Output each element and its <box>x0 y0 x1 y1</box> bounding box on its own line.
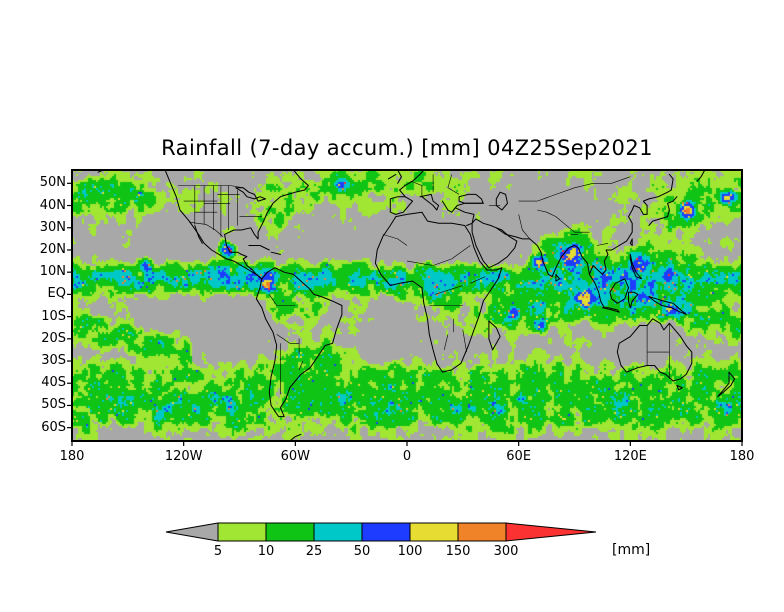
coastline <box>601 307 620 313</box>
country-border <box>406 260 434 266</box>
coastline <box>629 253 642 280</box>
country-border <box>434 285 463 295</box>
country-border <box>298 360 304 371</box>
lat-tick-label: 10S <box>41 308 66 324</box>
coastline <box>696 170 706 182</box>
country-border <box>462 329 467 353</box>
colorbar-tick-label: 100 <box>398 544 423 559</box>
lon-tick-label: 60E <box>506 449 532 464</box>
map-plot <box>67 169 743 446</box>
coastline <box>224 170 309 280</box>
coastline <box>248 245 270 251</box>
colorbar-segment <box>217 522 267 542</box>
lon-tick-label: 120E <box>613 449 647 464</box>
lon-tick-label: 120W <box>164 449 203 464</box>
colorbar-tick-label: 25 <box>306 544 323 559</box>
colorbar-arrow-below-min <box>165 522 219 542</box>
coastline <box>616 318 693 382</box>
colorbar-unit-label: [mm] <box>612 542 651 558</box>
coastline <box>289 433 302 441</box>
coastline <box>97 170 263 280</box>
coastline <box>628 291 639 309</box>
colorbar-scale: 5 10 25 50 100 150 300 <box>165 522 597 559</box>
colorbar-arrow-above-max <box>505 522 597 542</box>
coastline <box>555 273 561 282</box>
coastline <box>588 189 672 275</box>
colorbar-segment <box>265 522 315 542</box>
lon-tick-label: 60W <box>280 449 311 464</box>
lon-tick-label: 0 <box>402 449 412 464</box>
colorbar-segment <box>409 522 459 542</box>
country-border <box>382 234 408 246</box>
country-border <box>596 243 609 246</box>
country-border <box>470 276 486 284</box>
coastline <box>668 173 674 191</box>
coastline <box>235 187 267 202</box>
coastline <box>399 170 425 198</box>
coastline <box>495 227 605 309</box>
country-border <box>447 174 460 195</box>
colorbar-tick-label: 50 <box>354 544 371 559</box>
country-border <box>518 214 531 240</box>
country-border <box>230 185 244 189</box>
coastline <box>629 238 633 246</box>
country-border <box>269 294 296 306</box>
lat-tick-label: 20N <box>39 241 66 257</box>
coastlines-overlay <box>67 169 743 446</box>
coastline <box>488 320 501 351</box>
lat-tick-label: 60S <box>41 419 66 435</box>
coastline <box>458 193 484 204</box>
colorbar-tick-label: 5 <box>214 544 222 559</box>
coastline <box>454 207 475 226</box>
coastline <box>389 196 414 215</box>
coastline <box>495 191 508 211</box>
country-border <box>518 176 631 202</box>
colorbar-segment <box>457 522 507 542</box>
colorbar-tick-label: 150 <box>446 544 471 559</box>
coastline <box>648 296 687 315</box>
colorbar-tick-label: 10 <box>258 544 275 559</box>
coastline <box>676 385 683 391</box>
chart-title: Rainfall (7-day accum.) [mm] 04Z25Sep202… <box>161 136 653 160</box>
coastline <box>609 278 629 304</box>
lat-tick-label: 40S <box>41 375 66 391</box>
lat-tick-label: 20S <box>41 330 66 346</box>
country-border <box>451 245 471 260</box>
coastline <box>648 196 678 226</box>
coastline <box>255 267 343 418</box>
country-border <box>410 180 423 197</box>
lat-tick-label: 30S <box>41 353 66 369</box>
colorbar-tick-label: 300 <box>494 544 519 559</box>
country-border <box>443 334 449 350</box>
lat-tick-label: 50S <box>41 397 66 413</box>
coastline <box>387 173 397 180</box>
country-border <box>276 334 300 344</box>
country-border <box>189 221 223 237</box>
coastline <box>419 193 440 211</box>
colorbar: 5 10 25 50 100 150 300 [mm] <box>160 519 720 575</box>
lon-tick-label: 180 <box>729 449 755 464</box>
lat-tick-label: EQ <box>47 286 66 302</box>
coastline <box>270 251 281 255</box>
plot-frame <box>71 169 743 442</box>
coastline <box>194 225 203 244</box>
colorbar-segment <box>313 522 363 542</box>
lat-tick-label: 30N <box>39 219 66 235</box>
coastline <box>397 170 402 184</box>
lat-tick-label: 50N <box>39 175 66 191</box>
coastline <box>374 211 503 373</box>
coastline <box>717 371 736 398</box>
colorbar-segment <box>361 522 411 542</box>
country-border <box>432 258 452 266</box>
country-border <box>537 209 590 233</box>
lon-tick-label: 180 <box>59 449 85 464</box>
lat-tick-label: 40N <box>39 197 66 213</box>
lat-tick-label: 10N <box>39 264 66 280</box>
coastline <box>471 218 518 269</box>
